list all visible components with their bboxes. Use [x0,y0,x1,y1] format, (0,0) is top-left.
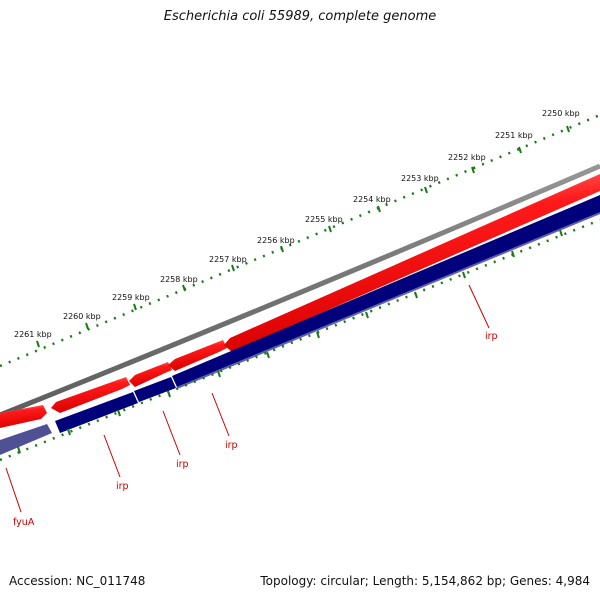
gene-leader-line [5,467,22,513]
outer-major-tick [280,245,284,253]
outer-major-tick [328,225,332,233]
map-title: Escherichia coli 55989, complete genome [163,9,437,24]
inner-major-tick [414,291,418,299]
genome-summary-text: Topology: circular; Length: 5,154,862 bp… [260,574,590,588]
gene-label-leaders [5,284,490,513]
outer-major-tick [471,166,475,174]
forward-strand-track [0,174,600,428]
forward-cds-feature [51,377,130,413]
kbp-label: 2252 kbp [448,153,486,162]
kbp-label: 2258 kbp [160,275,198,284]
outer-major-tick [85,322,89,330]
kbp-label: 2261 kbp [14,330,52,339]
outer-major-tick [182,284,186,292]
outer-major-tick [566,125,570,133]
gene-label-irp: irp [116,481,129,492]
outer-major-tick [231,264,235,272]
inner-major-tick [167,390,171,398]
inner-major-tick [67,428,71,436]
kbp-label: 2251 kbp [495,131,533,140]
gene-leader-line [162,410,181,456]
reverse-cds-feature [172,195,600,387]
gene-labels: fyuA irp irp irp irp [13,331,498,528]
kbp-label: 2257 kbp [209,255,247,264]
gene-leader-line [468,284,490,329]
kbp-label: 2256 kbp [257,236,295,245]
inner-major-tick [117,409,121,417]
inner-major-tick [365,311,369,319]
kbp-label: 2253 kbp [401,174,439,183]
inner-major-tick [266,351,270,359]
inner-tick-ring [0,218,600,462]
reverse-cds-feature [134,377,176,402]
forward-cds-feature [168,340,227,371]
gene-label-irp: irp [485,331,498,342]
reverse-cds-feature [55,392,138,433]
outer-major-tick [36,340,40,348]
inner-major-ticks [17,229,563,454]
inner-major-tick [17,446,21,454]
gene-leader-line [103,434,121,478]
inner-major-tick [511,250,515,258]
reverse-track-edge [176,212,600,389]
kbp-label: 2259 kbp [112,293,150,302]
inner-major-tick [559,229,563,237]
outer-major-tick [133,303,137,311]
forward-cds-feature [0,405,47,428]
reverse-strand-track [0,195,600,455]
gene-label-irp: irp [176,459,189,470]
outer-major-ticks [36,125,570,348]
inner-major-tick [462,271,466,279]
forward-cds-feature [129,362,172,387]
kbp-label: 2255 kbp [305,215,343,224]
outer-major-tick [377,205,381,213]
reverse-cds-feature [0,424,52,455]
accession-text: Accession: NC_011748 [9,574,146,588]
forward-cds-feature [224,174,600,352]
kbp-label: 2250 kbp [542,109,580,118]
kbp-label: 2254 kbp [353,195,391,204]
gene-leader-line [211,392,230,437]
kbp-labels: 2250 kbp 2251 kbp 2252 kbp 2253 kbp 2254… [14,109,580,339]
kbp-label: 2260 kbp [63,312,101,321]
outer-major-tick [518,146,522,154]
outer-major-tick [424,186,428,194]
gene-label-fyuA: fyuA [13,517,35,528]
genome-backbone [0,163,600,418]
inner-major-tick [316,331,320,339]
inner-major-tick [217,370,221,378]
gene-label-irp: irp [225,440,238,451]
